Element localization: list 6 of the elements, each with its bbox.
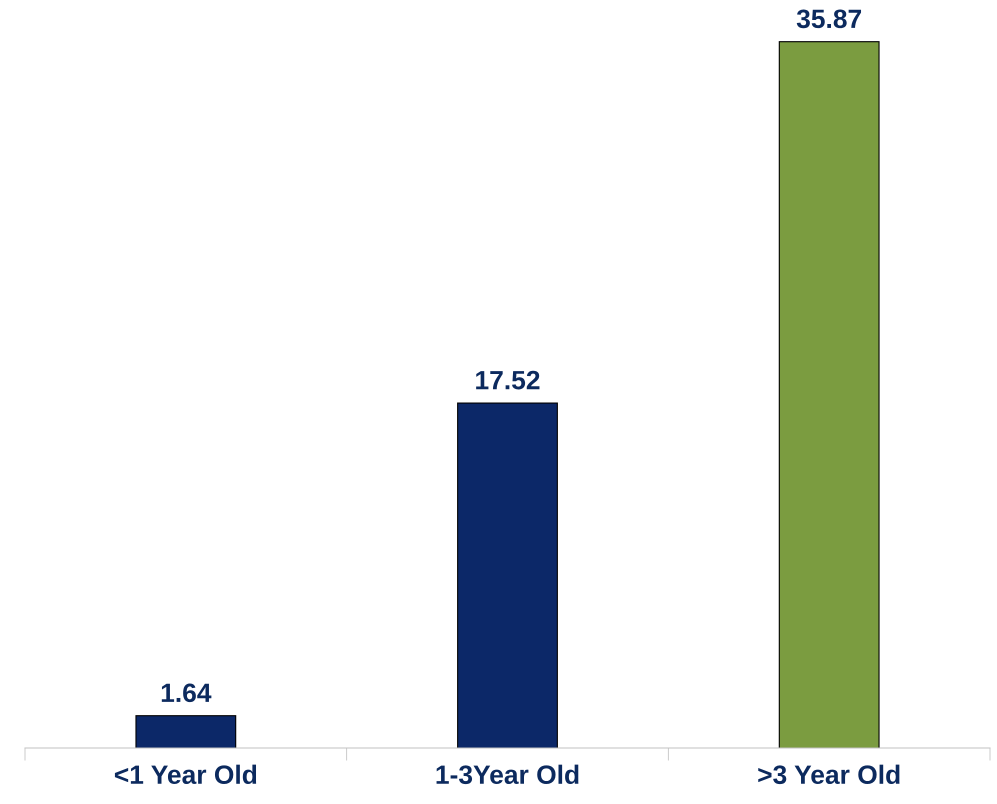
data-label: 35.87 — [796, 9, 862, 28]
x-tick-label: >3 Year Old — [758, 764, 900, 784]
data-label: 1.64 — [162, 683, 212, 702]
x-tick-label: 1-3Year Old — [436, 764, 578, 784]
data-label: 17.52 — [476, 370, 540, 390]
x-tick-label: <1 Year Old — [114, 764, 256, 784]
